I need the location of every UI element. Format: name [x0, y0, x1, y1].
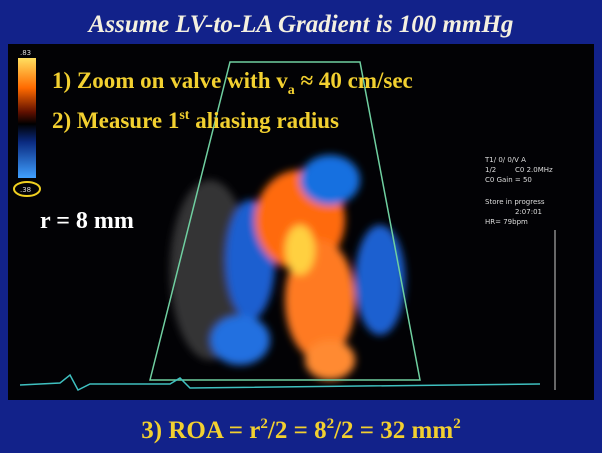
scale-top: .83: [20, 49, 31, 57]
info-line: 1/2: [485, 166, 496, 174]
slide: Assume LV-to-LA Gradient is 100 mmHg .83…: [0, 0, 602, 453]
info-line: HR= 79bpm: [485, 218, 528, 226]
scale-bottom: .38: [20, 186, 31, 194]
info-line: C0 2.0MHz: [515, 166, 553, 174]
color-scale: [18, 58, 36, 178]
info-line: C0 Gain = 50: [485, 176, 532, 184]
info-line: T1/ 0/ 0/V A: [484, 156, 526, 164]
title: Assume LV-to-LA Gradient is 100 mmHg: [87, 11, 514, 38]
step-2: 2) Measure 1st aliasing radius: [52, 108, 339, 133]
info-line: Store in progress: [485, 198, 545, 206]
radius-label: r = 8 mm: [40, 208, 134, 234]
footer-formula: 3) ROA = r2/2 = 82/2 = 32 mm2: [141, 416, 460, 444]
info-line: 2:07:01: [515, 208, 542, 216]
